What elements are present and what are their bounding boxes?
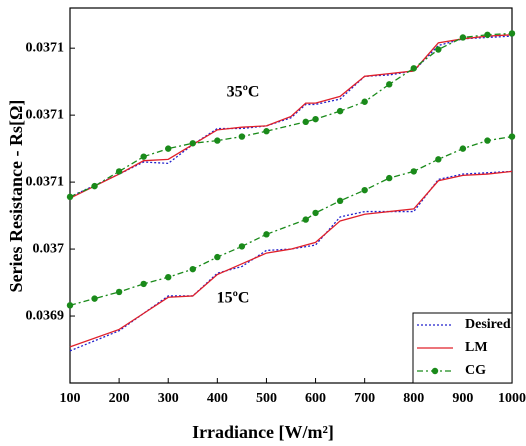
- point: [165, 273, 172, 281]
- point: [238, 243, 246, 250]
- x-tick-label: 400: [207, 391, 228, 406]
- y-tick-label: 0.0371: [26, 107, 65, 122]
- point: [302, 118, 309, 126]
- point: [484, 31, 491, 38]
- y-tick-label: 0.0371: [26, 174, 65, 189]
- x-tick-label: 800: [403, 391, 424, 406]
- point: [386, 174, 393, 182]
- x-tick-label: 200: [109, 391, 130, 406]
- legend-label: Desired: [465, 317, 511, 332]
- point: [312, 209, 319, 217]
- legend-marker: [431, 367, 439, 375]
- y-axis-title: Series Resistance - Rs[Ω]: [6, 100, 26, 293]
- point: [410, 65, 417, 72]
- point: [410, 168, 417, 175]
- point: [361, 98, 368, 105]
- point: [361, 186, 368, 194]
- point: [115, 288, 123, 296]
- legend-label: CG: [465, 363, 486, 378]
- point: [459, 34, 467, 41]
- point: [214, 253, 221, 261]
- x-tick-label: 700: [354, 391, 375, 406]
- point: [435, 46, 442, 53]
- point: [66, 302, 74, 309]
- point: [189, 140, 196, 147]
- x-tick-label: 300: [158, 391, 179, 406]
- point: [238, 133, 246, 140]
- point: [189, 265, 196, 273]
- point: [386, 81, 393, 88]
- annotation: 35ºC: [227, 84, 260, 101]
- point: [263, 231, 270, 238]
- x-axis-title: Irradiance [W/m²]: [192, 422, 334, 442]
- point: [459, 145, 467, 152]
- point: [508, 30, 516, 37]
- series-line: [69, 170, 513, 348]
- point: [336, 197, 344, 205]
- point: [263, 128, 270, 135]
- point: [508, 133, 516, 140]
- point: [115, 168, 123, 175]
- point: [336, 107, 344, 115]
- series-line: [69, 135, 513, 306]
- x-tick-label: 600: [305, 391, 326, 406]
- point: [140, 153, 147, 160]
- point: [66, 193, 74, 201]
- series-line: [69, 32, 513, 198]
- point: [91, 295, 98, 302]
- x-tick-label: 1000: [498, 391, 526, 406]
- legend-label: LM: [465, 340, 488, 355]
- point: [484, 137, 491, 144]
- y-tick-label: 0.0371: [26, 40, 65, 55]
- point: [214, 137, 221, 144]
- y-tick-label: 0.037: [33, 241, 65, 256]
- series-line: [69, 34, 513, 199]
- x-tick-label: 900: [452, 391, 473, 406]
- point: [165, 145, 172, 152]
- series-line: [69, 35, 513, 198]
- annotation: 15ºC: [217, 290, 250, 307]
- point: [140, 280, 147, 288]
- x-tick-label: 100: [60, 391, 81, 406]
- point: [302, 216, 309, 223]
- point: [435, 156, 442, 163]
- y-tick-label: 0.0369: [26, 308, 65, 323]
- point: [91, 182, 98, 190]
- x-tick-label: 500: [256, 391, 277, 406]
- point: [312, 115, 319, 123]
- series-line: [69, 170, 513, 352]
